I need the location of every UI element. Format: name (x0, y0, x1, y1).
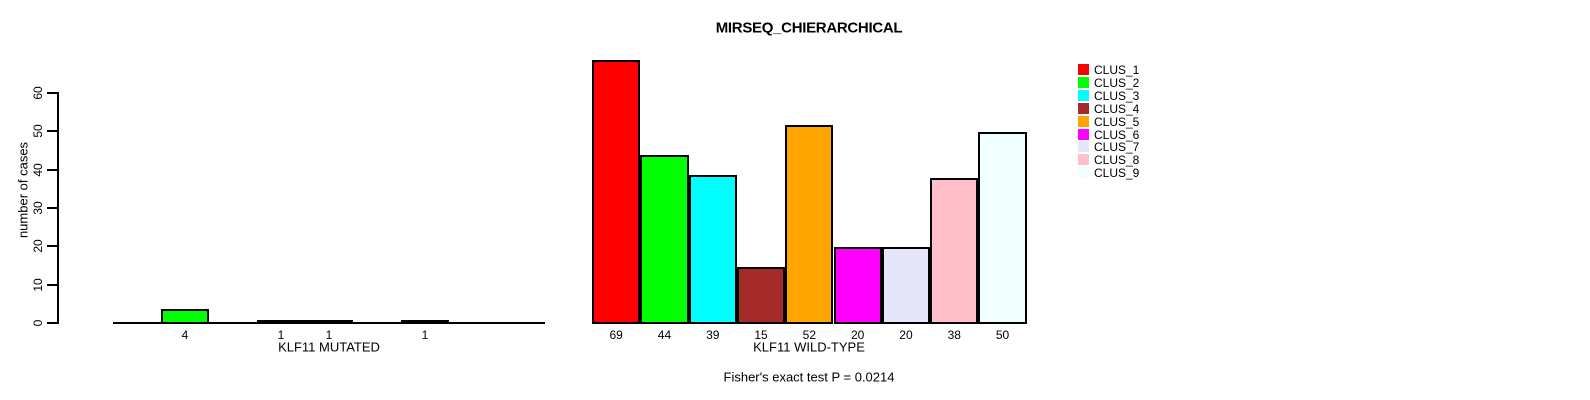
y-axis-tick-label: 40 (31, 162, 45, 177)
bar-value-label: 52 (802, 328, 817, 342)
legend-label: CLUS_7 (1094, 140, 1140, 155)
bar-CLUS_2-mutated (161, 308, 209, 324)
y-axis-tick-label: 20 (31, 239, 45, 254)
chart-title: MIRSEQ_CHIERARCHICAL (715, 19, 903, 37)
legend-swatch-CLUS_4 (1078, 102, 1089, 114)
legend-label: CLUS_4 (1094, 101, 1140, 116)
legend-label: CLUS_3 (1094, 88, 1140, 103)
y-axis-tick-label: 30 (31, 201, 45, 215)
bar-CLUS_7-wildtype (881, 247, 931, 324)
legend-label: CLUS_9 (1094, 166, 1140, 181)
bar-CLUS_4-mutated (257, 320, 305, 325)
bar-value-label: 1 (277, 328, 285, 342)
bar-value-label: 15 (754, 328, 768, 342)
bar-CLUS_4-wildtype (736, 266, 786, 324)
x-axis-title-mutated: KLF11 MUTATED (278, 339, 380, 355)
bar-CLUS_5-mutated (305, 320, 353, 325)
legend-label: CLUS_1 (1094, 63, 1140, 77)
legend-label: CLUS_5 (1094, 114, 1140, 129)
legend-swatch-CLUS_6 (1078, 128, 1089, 140)
legend-swatch-CLUS_5 (1078, 115, 1089, 127)
y-axis-line (57, 92, 59, 324)
bar-CLUS_7-mutated (401, 320, 449, 325)
y-axis-tick (47, 92, 57, 94)
legend-swatch-CLUS_1 (1078, 64, 1089, 75)
bar-value-label: 69 (609, 328, 623, 342)
bar-CLUS_8-wildtype (930, 178, 979, 324)
bar-value-label: 20 (899, 328, 913, 342)
y-axis-tick-label: 10 (31, 277, 45, 292)
bar-value-label: 44 (657, 328, 672, 342)
legend-swatch-CLUS_9 (1078, 167, 1089, 179)
bar-value-label: 1 (325, 328, 333, 342)
bar-CLUS_1-wildtype (592, 59, 641, 324)
x-axis-title-wildtype: KLF11 WILD-TYPE (753, 339, 865, 355)
legend-swatch-CLUS_2 (1078, 76, 1089, 88)
fisher-test-annotation: Fisher's exact test P = 0.0214 (723, 369, 895, 385)
legend-label: CLUS_2 (1094, 75, 1140, 90)
legend-swatch-CLUS_8 (1078, 154, 1089, 166)
bar-value-label: 20 (850, 328, 865, 342)
bar-CLUS_9-wildtype (978, 132, 1027, 324)
legend: CLUS_1 CLUS_2 CLUS_3 CLUS_4 CLUS_5 CLUS_6 CLUS… (1078, 64, 1198, 189)
legend-label: CLUS_6 (1094, 127, 1140, 142)
legend-swatch-CLUS_7 (1078, 141, 1089, 153)
y-axis-tick (47, 168, 57, 171)
bar-value-label: 39 (706, 328, 720, 342)
y-axis-tick-label: 60 (31, 86, 45, 100)
legend-label: CLUS_8 (1094, 153, 1140, 168)
bar-value-label: 38 (947, 328, 961, 342)
bar-value-label: 4 (181, 328, 189, 342)
y-axis-tick (47, 130, 57, 133)
y-axis-tick (47, 322, 57, 324)
bar-CLUS_3-wildtype (688, 174, 737, 324)
bar-value-label: 1 (421, 328, 429, 342)
y-axis-tick (47, 245, 57, 248)
y-axis-tick-label: 0 (31, 319, 45, 327)
legend-swatch-CLUS_3 (1078, 89, 1089, 101)
bar-value-label: 50 (995, 328, 1010, 342)
bar-CLUS_6-wildtype (833, 247, 882, 324)
y-axis-tick (47, 283, 57, 286)
bar-CLUS_2-wildtype (640, 155, 689, 324)
bar-CLUS_5-wildtype (785, 124, 834, 324)
y-axis-tick-label: 50 (31, 124, 45, 139)
y-axis-title: number of cases (15, 141, 31, 239)
y-axis-tick (47, 207, 57, 209)
